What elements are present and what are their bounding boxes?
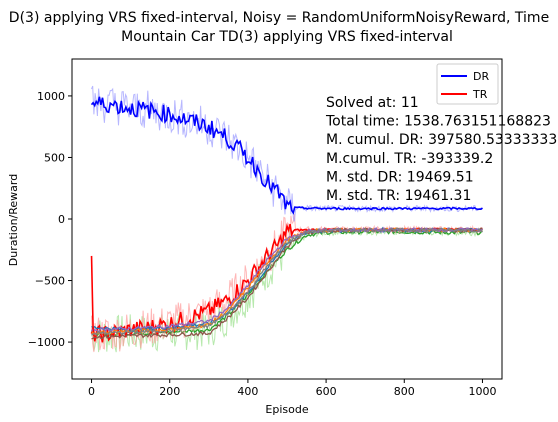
x-tick-label: 600 xyxy=(316,385,337,398)
y-tick-label: 1000 xyxy=(37,90,65,103)
y-tick-label: 500 xyxy=(44,151,65,164)
legend-label: DR xyxy=(473,70,489,83)
plot-area xyxy=(90,85,484,353)
legend-label: TR xyxy=(472,88,488,101)
stats-annotation: Solved at: 11 Total time: 1538.7631511688… xyxy=(325,95,557,204)
series-line-DR xyxy=(90,96,483,215)
chart-title-line2: Mountain Car TD(3) applying VRS fixed-in… xyxy=(121,29,453,45)
y-tick-label: −1000 xyxy=(28,336,65,349)
y-tick-label: 0 xyxy=(58,213,65,226)
stat-line: Total time: 1538.763151168823 xyxy=(325,114,551,130)
axis-ticks: 0 200 400 600 800 1000 −1000 −500 0 500 1000 xyxy=(28,90,497,398)
series-line-run-7 xyxy=(91,227,483,336)
y-axis-label: Duration/Reward xyxy=(7,174,20,266)
stat-line: M. std. TR: 19461.31 xyxy=(326,188,471,204)
x-tick-label: 0 xyxy=(88,385,95,398)
stat-line: M. std. DR: 19469.51 xyxy=(326,169,474,185)
y-tick-label: −500 xyxy=(35,275,65,288)
chart-title-line1: D(3) applying VRS fixed-interval, Noisy … xyxy=(9,10,549,26)
series-line-run-2 xyxy=(91,229,483,339)
x-axis-label: Episode xyxy=(265,403,308,416)
x-tick-label: 800 xyxy=(394,385,415,398)
x-tick-label: 400 xyxy=(237,385,258,398)
x-tick-label: 1000 xyxy=(468,385,496,398)
series-line-run-6 xyxy=(90,226,483,333)
stat-line: M.cumul. TR: -393339.2 xyxy=(326,151,493,167)
series-line-TR-start xyxy=(90,255,94,330)
x-tick-label: 200 xyxy=(159,385,180,398)
stat-line: M. cumul. DR: 397580.53333333 xyxy=(326,132,557,148)
stat-line: Solved at: 11 xyxy=(326,95,419,111)
legend: DR TR xyxy=(436,63,499,105)
